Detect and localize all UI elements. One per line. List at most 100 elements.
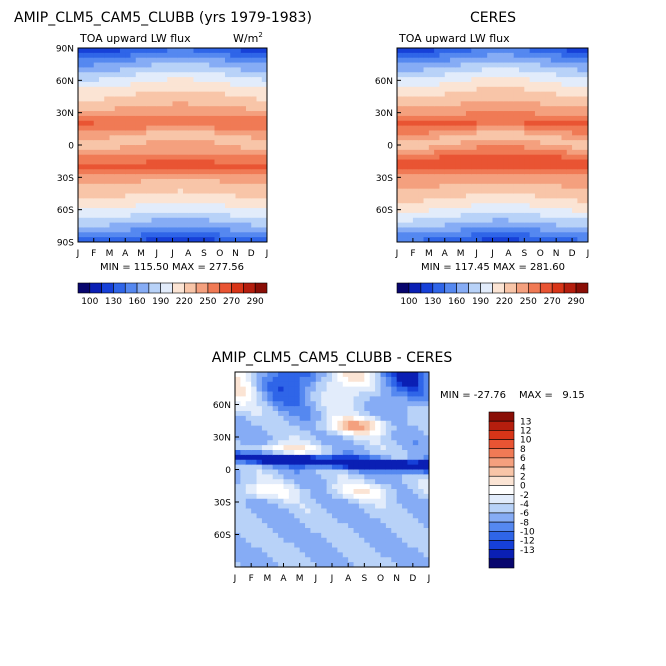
heatmap-cell: [385, 498, 392, 505]
heatmap-cell: [465, 222, 472, 229]
heatmap-cell: [198, 222, 205, 229]
heatmap-cell: [130, 101, 137, 107]
heatmap-cell: [481, 81, 488, 88]
heatmap-cell: [235, 547, 241, 553]
heatmap-cell: [130, 135, 137, 141]
heatmap-cell: [476, 193, 483, 199]
heatmap-cell: [230, 111, 237, 117]
heatmap-cell: [487, 86, 494, 93]
heatmap-cell: [423, 125, 430, 132]
heatmap-cell: [99, 154, 105, 161]
heatmap-cell: [375, 542, 382, 549]
heatmap-cell: [407, 48, 414, 54]
heatmap-cell: [348, 386, 355, 393]
heatmap-cell: [245, 537, 252, 544]
heatmap-cell: [402, 77, 409, 83]
heatmap-cell: [396, 381, 403, 388]
heatmap-cell: [444, 91, 451, 98]
heatmap-cell: [418, 183, 425, 190]
heatmap-cell: [261, 125, 267, 132]
difference-heatmap-field: [235, 372, 429, 567]
heatmap-cell: [497, 120, 504, 127]
heatmap-cell: [439, 111, 446, 117]
heatmap-cell: [245, 430, 252, 436]
heatmap-cell: [235, 227, 242, 233]
heatmap-cell: [402, 101, 409, 107]
heatmap-cell: [412, 212, 419, 219]
heatmap-cell: [342, 528, 349, 534]
heatmap-cell: [299, 406, 306, 412]
heatmap-cell: [380, 430, 387, 436]
heatmap-cell: [364, 411, 371, 417]
heatmap-cell: [225, 125, 231, 132]
heatmap-cell: [444, 212, 451, 219]
heatmap-cell: [444, 237, 451, 242]
heatmap-cell: [434, 222, 441, 229]
heatmap-cell: [455, 178, 462, 185]
heatmap-cell: [267, 542, 274, 549]
heatmap-cell: [358, 386, 365, 393]
heatmap-cell: [418, 208, 425, 214]
heatmap-cell: [225, 222, 231, 229]
heatmap-cell: [167, 120, 174, 127]
heatmap-cell: [418, 232, 425, 238]
heatmap-cell: [315, 454, 322, 461]
heatmap-cell: [251, 469, 258, 475]
heatmap-cell: [487, 188, 494, 195]
heatmap-cell: [272, 430, 279, 436]
heatmap-cell: [428, 183, 435, 190]
heatmap-cell: [332, 547, 338, 553]
heatmap-cell: [198, 154, 205, 161]
heatmap-cell: [402, 547, 409, 553]
heatmap-cell: [407, 420, 414, 427]
heatmap-cell: [450, 193, 456, 199]
heatmap-cell: [188, 183, 195, 190]
heatmap-cell: [519, 48, 525, 54]
heatmap-cell: [348, 459, 355, 466]
heatmap-cell: [156, 222, 163, 229]
heatmap-cell: [272, 503, 279, 510]
heatmap-cell: [545, 154, 552, 161]
heatmap-cell: [151, 154, 158, 161]
heatmap-cell: [294, 523, 301, 529]
heatmap-cell: [561, 149, 568, 156]
heatmap-cell: [288, 401, 295, 407]
heatmap-cell: [125, 96, 132, 102]
heatmap-cell: [572, 222, 578, 229]
heatmap-cell: [261, 557, 268, 563]
heatmap-cell: [183, 188, 189, 195]
heatmap-cell: [305, 376, 312, 383]
heatmap-cell: [283, 459, 290, 466]
heatmap-cell: [251, 562, 258, 567]
heatmap-cell: [519, 72, 525, 78]
heatmap-cell: [294, 372, 301, 378]
heatmap-cell: [177, 174, 184, 180]
x-tick-label: M: [296, 574, 304, 584]
heatmap-cell: [167, 72, 174, 78]
heatmap-cell: [397, 91, 403, 98]
heatmap-cell: [93, 106, 100, 112]
heatmap-cell: [151, 203, 158, 209]
heatmap-cell: [423, 537, 429, 544]
heatmap-cell: [315, 518, 322, 524]
heatmap-cell: [172, 145, 179, 151]
heatmap-cell: [369, 523, 376, 529]
heatmap-cell: [256, 552, 263, 558]
heatmap-cell: [299, 445, 306, 451]
heatmap-cell: [93, 212, 100, 219]
heatmap-cell: [326, 508, 333, 514]
heatmap-cell: [225, 169, 231, 175]
heatmap-cell: [572, 120, 578, 127]
heatmap-cell: [550, 140, 557, 146]
heatmap-cell: [375, 469, 382, 475]
heatmap-cell: [566, 208, 573, 214]
heatmap-cell: [380, 562, 387, 567]
heatmap-cell: [235, 101, 242, 107]
heatmap-cell: [566, 212, 573, 219]
heatmap-cell: [251, 208, 258, 214]
heatmap-cell: [209, 81, 216, 88]
heatmap-cell: [219, 91, 226, 98]
heatmap-cell: [299, 454, 306, 461]
heatmap-cell: [177, 52, 184, 59]
heatmap-cell: [423, 440, 429, 446]
